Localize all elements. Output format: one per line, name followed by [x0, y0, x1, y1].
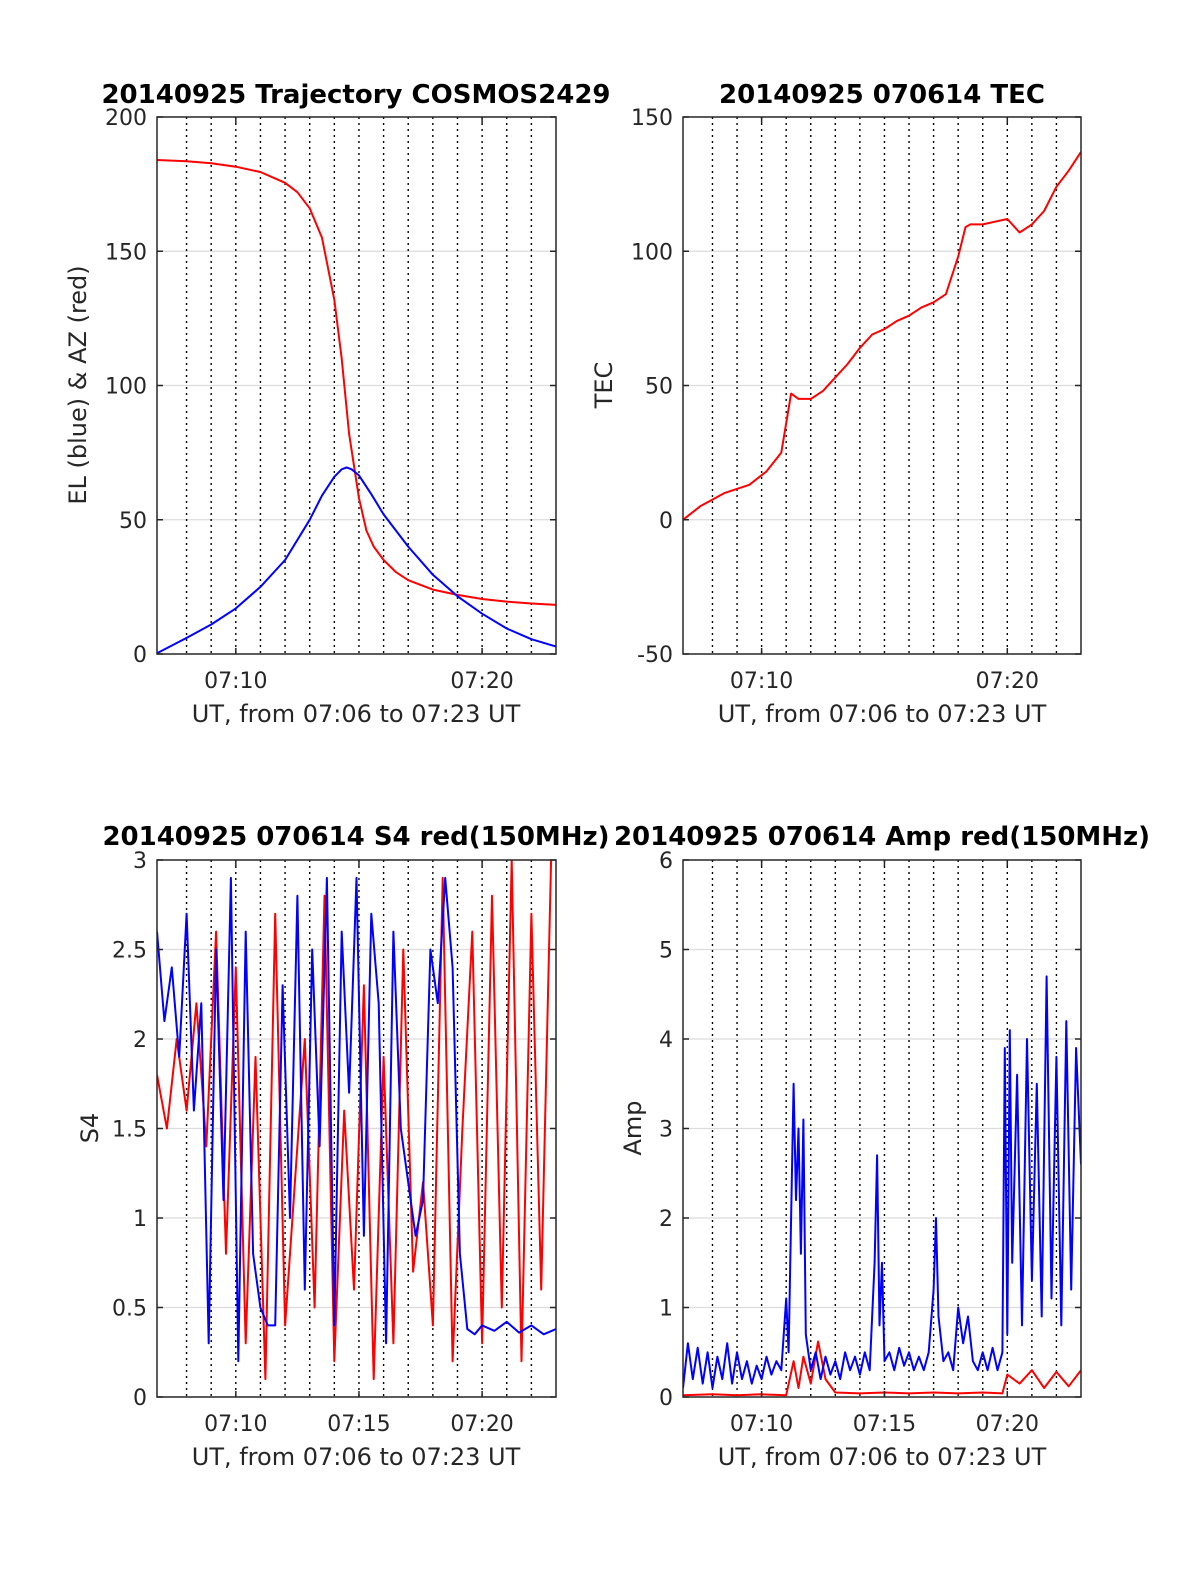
trajectory-ytick-label: 100 — [105, 375, 147, 400]
amp-xtick-label: 07:15 — [853, 1412, 916, 1437]
s4-ytick-label: 0.5 — [112, 1297, 147, 1322]
s4-xtick-label: 07:10 — [204, 1412, 267, 1437]
amp-ylabel: Amp — [619, 1100, 647, 1155]
amp-title: 20140925 070614 Amp red(150MHz) — [614, 822, 1150, 852]
trajectory-ytick-label: 0 — [133, 643, 147, 668]
s4-series-1 — [157, 876, 556, 1363]
trajectory-ytick-label: 50 — [119, 509, 147, 534]
amp-ytick-label: 0 — [659, 1386, 673, 1411]
tec-ytick-label: 150 — [631, 106, 673, 131]
tec-ytick-label: 50 — [645, 375, 673, 400]
tec-xtick-label: 07:20 — [976, 669, 1039, 694]
amp-ytick-label: 2 — [659, 1207, 673, 1232]
trajectory-xtick-label: 07:10 — [204, 669, 267, 694]
amp-ytick-label: 4 — [659, 1028, 673, 1053]
tec-ytick-label: -50 — [637, 643, 673, 668]
trajectory-title: 20140925 Trajectory COSMOS2429 — [101, 80, 610, 110]
s4-title: 20140925 070614 S4 red(150MHz) — [102, 822, 609, 852]
s4-xtick-label: 07:15 — [327, 1412, 390, 1437]
amp-xtick-label: 07:10 — [730, 1412, 793, 1437]
tec-xlabel: UT, from 07:06 to 07:23 UT — [718, 700, 1047, 728]
trajectory-xlabel: UT, from 07:06 to 07:23 UT — [192, 700, 521, 728]
amp-ytick-label: 5 — [659, 939, 673, 964]
tec-ytick-label: 100 — [631, 240, 673, 265]
tec-ytick-label: 0 — [659, 509, 673, 534]
trajectory-ytick-label: 150 — [105, 240, 147, 265]
amp-ytick-label: 1 — [659, 1297, 673, 1322]
tec-xtick-label: 07:10 — [730, 669, 793, 694]
tec-ylabel: TEC — [590, 362, 618, 410]
trajectory-ytick-label: 200 — [105, 106, 147, 131]
s4-ytick-label: 1.5 — [112, 1118, 147, 1143]
tec-panel: 20140925 070614 TEC UT, from 07:06 to 07… — [590, 80, 1082, 728]
s4-ytick-label: 3 — [133, 849, 147, 874]
trajectory-panel: 20140925 Trajectory COSMOS2429 UT, from … — [64, 80, 611, 728]
s4-xtick-label: 07:20 — [450, 1412, 513, 1437]
s4-ytick-label: 0 — [133, 1386, 147, 1411]
s4-xlabel: UT, from 07:06 to 07:23 UT — [192, 1443, 521, 1471]
s4-ytick-label: 2.5 — [112, 939, 147, 964]
s4-ytick-label: 1 — [133, 1207, 147, 1232]
s4-ylabel: S4 — [76, 1113, 104, 1144]
s4-panel: 20140925 070614 S4 red(150MHz) UT, from … — [76, 822, 610, 1471]
trajectory-xtick-label: 07:20 — [450, 669, 513, 694]
amp-series-0 — [683, 1340, 1081, 1397]
amp-panel: 20140925 070614 Amp red(150MHz) UT, from… — [614, 822, 1150, 1471]
amp-series-1 — [683, 975, 1081, 1389]
amp-xlabel: UT, from 07:06 to 07:23 UT — [718, 1443, 1047, 1471]
trajectory-series-1 — [157, 466, 556, 654]
trajectory-ylabel: EL (blue) & AZ (red) — [64, 265, 92, 504]
amp-ytick-label: 6 — [659, 849, 673, 874]
tec-series-0 — [683, 151, 1081, 521]
tec-title: 20140925 070614 TEC — [719, 80, 1045, 110]
trajectory-series-0 — [157, 159, 556, 606]
amp-xtick-label: 07:20 — [976, 1412, 1039, 1437]
s4-ytick-label: 2 — [133, 1028, 147, 1053]
amp-ytick-label: 3 — [659, 1118, 673, 1143]
